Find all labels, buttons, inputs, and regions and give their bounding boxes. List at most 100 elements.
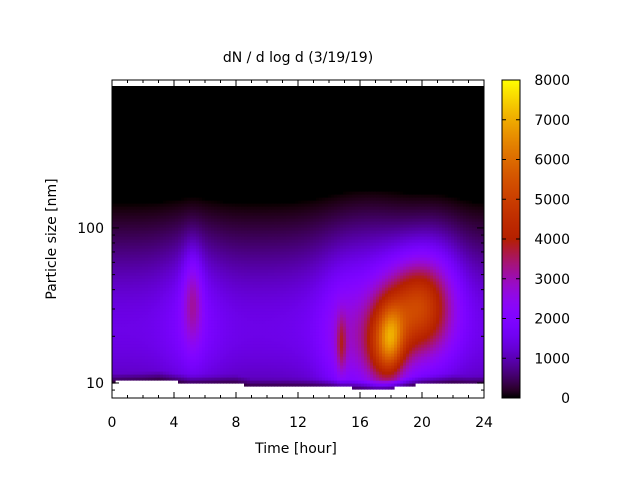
heatmap-cell	[424, 317, 428, 321]
heatmap-cell	[424, 308, 428, 312]
heatmap-cell	[325, 305, 329, 309]
heatmap-cell	[412, 308, 416, 312]
heatmap-cell	[379, 353, 383, 357]
heatmap-cell	[355, 365, 359, 369]
heatmap-cell	[457, 287, 461, 291]
heatmap-cell	[316, 353, 320, 357]
heatmap-cell	[355, 272, 359, 276]
heatmap-cell	[313, 272, 317, 276]
heatmap-cell	[373, 338, 377, 342]
heatmap-cell	[391, 353, 395, 357]
heatmap-cell	[451, 284, 455, 288]
heatmap-cell	[250, 347, 254, 351]
heatmap-cell	[310, 329, 314, 333]
heatmap-cell	[289, 338, 293, 342]
heatmap-cell	[244, 347, 248, 351]
heatmap-cell	[157, 299, 161, 303]
heatmap-cell	[118, 344, 122, 348]
heatmap-cell	[451, 344, 455, 348]
heatmap-cell	[118, 302, 122, 306]
heatmap-cell	[181, 380, 185, 384]
heatmap-cell	[412, 320, 416, 324]
heatmap-cell	[475, 371, 479, 375]
heatmap-cell	[424, 332, 428, 336]
heatmap-cell	[343, 350, 347, 354]
heatmap-cell	[325, 374, 329, 378]
heatmap-cell	[355, 269, 359, 273]
heatmap-cell	[115, 305, 119, 309]
heatmap-cell	[400, 302, 404, 306]
heatmap-cell	[337, 347, 341, 351]
heatmap-cell	[331, 320, 335, 324]
heatmap-cell	[256, 269, 260, 273]
heatmap-cell	[115, 308, 119, 312]
heatmap-cell	[250, 377, 254, 381]
heatmap-cell	[121, 263, 125, 267]
heatmap-cell	[199, 299, 203, 303]
heatmap-cell	[319, 377, 323, 381]
heatmap-cell	[433, 347, 437, 351]
heatmap-cell	[430, 332, 434, 336]
heatmap-cell	[148, 362, 152, 366]
heatmap-cell	[406, 302, 410, 306]
heatmap-cell	[181, 377, 185, 381]
heatmap-cell	[241, 311, 245, 315]
heatmap-cell	[142, 353, 146, 357]
heatmap-cell	[391, 320, 395, 324]
heatmap-cell	[280, 383, 284, 387]
heatmap-cell	[358, 281, 362, 285]
heatmap-cell	[184, 287, 188, 291]
heatmap-cell	[340, 329, 344, 333]
heatmap-cell	[439, 278, 443, 282]
heatmap-cell	[337, 323, 341, 327]
heatmap-cell	[145, 356, 149, 360]
heatmap-cell	[421, 269, 425, 273]
heatmap-cell	[427, 356, 431, 360]
heatmap-cell	[439, 362, 443, 366]
heatmap-cell	[409, 329, 413, 333]
heatmap-cell	[457, 374, 461, 378]
heatmap-cell	[319, 290, 323, 294]
heatmap-cell	[409, 323, 413, 327]
heatmap-cell	[148, 335, 152, 339]
heatmap-cell	[274, 371, 278, 375]
heatmap-cell	[181, 326, 185, 330]
heatmap-cell	[151, 347, 155, 351]
heatmap-cell	[433, 284, 437, 288]
heatmap-cell	[271, 332, 275, 336]
heatmap-cell	[160, 368, 164, 372]
heatmap-cell	[193, 314, 197, 318]
heatmap-cell	[397, 332, 401, 336]
heatmap-cell	[184, 323, 188, 327]
heatmap-cell	[427, 350, 431, 354]
heatmap-cell	[205, 284, 209, 288]
heatmap-cell	[247, 380, 251, 384]
heatmap-cell	[148, 272, 152, 276]
heatmap-cell	[367, 323, 371, 327]
heatmap-cell	[115, 299, 119, 303]
heatmap-cell	[472, 335, 476, 339]
heatmap-cell	[232, 326, 236, 330]
heatmap-cell	[199, 317, 203, 321]
heatmap-cell	[469, 374, 473, 378]
heatmap-cell	[355, 326, 359, 330]
heatmap-cell	[307, 335, 311, 339]
heatmap-cell	[457, 302, 461, 306]
heatmap-cell	[118, 275, 122, 279]
heatmap-cell	[166, 299, 170, 303]
heatmap-cell	[286, 287, 290, 291]
heatmap-cell	[322, 281, 326, 285]
heatmap-cell	[322, 332, 326, 336]
heatmap-cell	[184, 371, 188, 375]
heatmap-cell	[205, 356, 209, 360]
heatmap-cell	[409, 332, 413, 336]
heatmap-cell	[343, 368, 347, 372]
heatmap-cell	[295, 275, 299, 279]
heatmap-cell	[133, 347, 137, 351]
heatmap-cell	[436, 287, 440, 291]
heatmap-cell	[241, 380, 245, 384]
heatmap-cell	[394, 290, 398, 294]
heatmap-cell	[367, 314, 371, 318]
heatmap-cell	[220, 359, 224, 363]
heatmap-cell	[154, 287, 158, 291]
